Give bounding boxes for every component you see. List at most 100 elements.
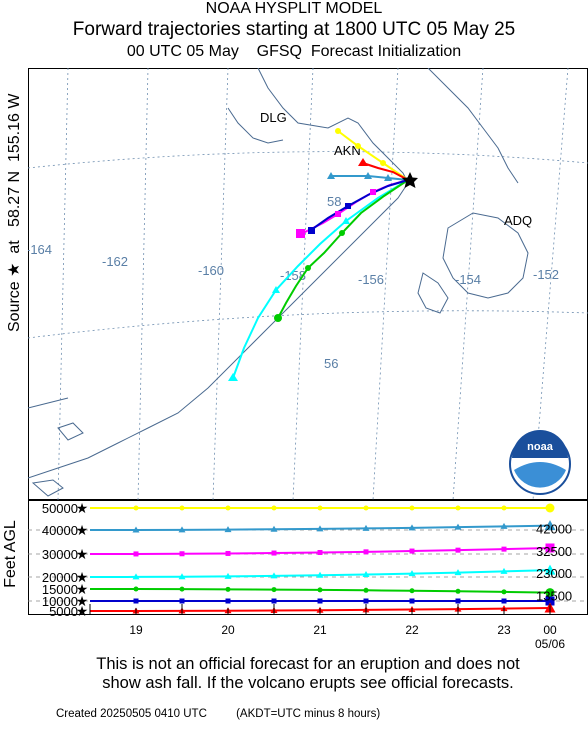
end-height-label: 42000 [536, 522, 572, 537]
height-point [363, 549, 369, 555]
x-tick-label: 05/06 [535, 637, 565, 651]
height-point [363, 598, 369, 604]
height-point [316, 571, 324, 578]
height-point [545, 596, 555, 606]
height-point [317, 550, 323, 555]
height-point [363, 587, 369, 593]
trajectory-50000ft [337, 130, 409, 181]
trajectory-10000ft [310, 179, 409, 231]
lon-label: -162 [102, 254, 128, 269]
height-point [455, 547, 461, 553]
height-point [133, 551, 139, 557]
y-tick-label: 40000 [42, 523, 78, 538]
start-star-icon: ★ [76, 500, 89, 516]
height-point [408, 524, 416, 531]
height-point [409, 548, 415, 554]
trajectory-5000ft [362, 162, 409, 181]
height-point [225, 586, 231, 592]
lon-label: -152 [533, 267, 559, 282]
y-tick-label: 15000 [42, 582, 78, 597]
height-point [545, 543, 555, 553]
start-star-icon: ★ [76, 603, 89, 619]
height-point [270, 525, 278, 532]
height-point [270, 572, 278, 579]
height-point [545, 588, 555, 598]
disclaimer-line-2: show ash fall. If the volcano erupts see… [102, 674, 514, 692]
start-star-icon: ★ [76, 593, 89, 609]
height-point [544, 520, 556, 531]
y-tick-label: 50000 [42, 501, 78, 516]
y-tick-label: 20000 [42, 570, 78, 585]
x-tick-label: 20 [221, 623, 235, 637]
height-point [317, 598, 323, 604]
height-point [500, 567, 508, 574]
place-label-akn: AKN [334, 143, 361, 158]
height-point [132, 573, 140, 580]
height-point [544, 564, 556, 575]
height-point [225, 505, 231, 511]
height-point [179, 505, 185, 511]
noaa-logo: noaa [509, 430, 571, 495]
height-point [545, 503, 555, 513]
source-location-label: Source ★ at 58.27 N 155.16 W [6, 93, 23, 332]
footer: Created 20250505 0410 UTC (AKDT=UTC minu… [56, 708, 406, 720]
x-tick-label: 00 [543, 623, 557, 637]
height-point [454, 523, 462, 530]
lon-label: -164 [28, 242, 52, 257]
height-point [455, 588, 461, 594]
height-point [133, 598, 139, 604]
end-height-label: 32500 [536, 544, 572, 559]
logo-text: noaa [527, 441, 554, 453]
place-label-dlg: DLG [260, 110, 287, 125]
height-point [271, 550, 277, 556]
height-point [225, 598, 231, 604]
height-point [501, 505, 507, 511]
height-point [316, 525, 324, 532]
height-point [409, 505, 415, 511]
height-point [271, 505, 277, 511]
height-point [500, 522, 508, 529]
start-star-icon: ★ [76, 546, 89, 562]
model-name: NOAA HYSPLIT MODEL [205, 0, 383, 17]
disclaimer: This is not an official forecast for an … [28, 655, 588, 693]
lat-label: 56 [324, 356, 338, 371]
x-tick-label: 23 [497, 623, 511, 637]
height-point [132, 526, 140, 533]
x-tick-label: 21 [313, 623, 327, 637]
place-label-adq: ADQ [504, 213, 532, 228]
height-point [501, 546, 507, 552]
end-height-label: 13500 [536, 589, 572, 604]
height-point [501, 589, 507, 595]
lon-label: -156 [358, 272, 384, 287]
lon-label: -160 [198, 263, 224, 278]
height-point [454, 569, 462, 576]
height-profile-chart: ★★★★★★★ [28, 500, 588, 619]
x-tick-label: 19 [129, 623, 143, 637]
height-point [362, 571, 370, 578]
height-point [133, 586, 139, 592]
x-tick-label: 22 [405, 623, 419, 637]
timezone-note: (AKDT=UTC minus 8 hours) [236, 708, 381, 720]
height-point [317, 587, 323, 593]
height-point [409, 598, 415, 604]
disclaimer-line-1: This is not an official forecast for an … [96, 655, 520, 673]
height-point [271, 598, 277, 604]
trajectory-20000ft [232, 179, 409, 379]
height-point [179, 598, 185, 604]
height-point [271, 587, 277, 593]
source-star-icon [402, 172, 418, 188]
height-point [224, 526, 232, 533]
init-subtitle: 00 UTC 05 May GFSQ Forecast Initializati… [126, 43, 462, 60]
lon-label: -154 [455, 272, 481, 287]
map-graticule [28, 68, 588, 500]
height-point [178, 573, 186, 580]
start-star-icon: ★ [76, 569, 89, 585]
trajectory-map: DLG AKN ADQ -164 -162 -160 -158 -156 -15… [28, 68, 588, 500]
height-point [409, 588, 415, 594]
y-tick-label: 5000 [49, 604, 78, 619]
height-point [455, 598, 461, 604]
height-point [317, 505, 323, 511]
height-point [179, 586, 185, 592]
height-point [362, 524, 370, 531]
